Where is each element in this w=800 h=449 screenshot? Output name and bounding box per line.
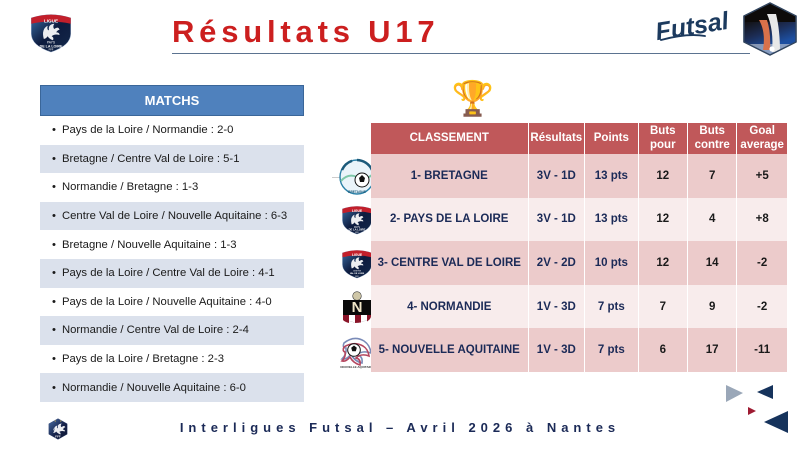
svg-text:LIGUE: LIGUE [352, 209, 363, 213]
svg-text:BRETAGNE: BRETAGNE [348, 190, 366, 194]
svg-text:LIGUE: LIGUE [352, 253, 363, 257]
svg-text:FFF: FFF [55, 435, 61, 439]
svg-text:CENTRE: CENTRE [353, 270, 362, 272]
svg-text:FFF: FFF [49, 48, 54, 52]
svg-text:DE LA LOIRE: DE LA LOIRE [349, 228, 366, 232]
svg-text:Futsal: Futsal [653, 7, 731, 46]
svg-text:DE LA LOIRE: DE LA LOIRE [40, 44, 63, 48]
svg-text:NOUVELLE AQUITAINE: NOUVELLE AQUITAINE [340, 365, 373, 369]
svg-text:LIGUE: LIGUE [44, 18, 58, 23]
svg-text:N: N [352, 299, 363, 316]
